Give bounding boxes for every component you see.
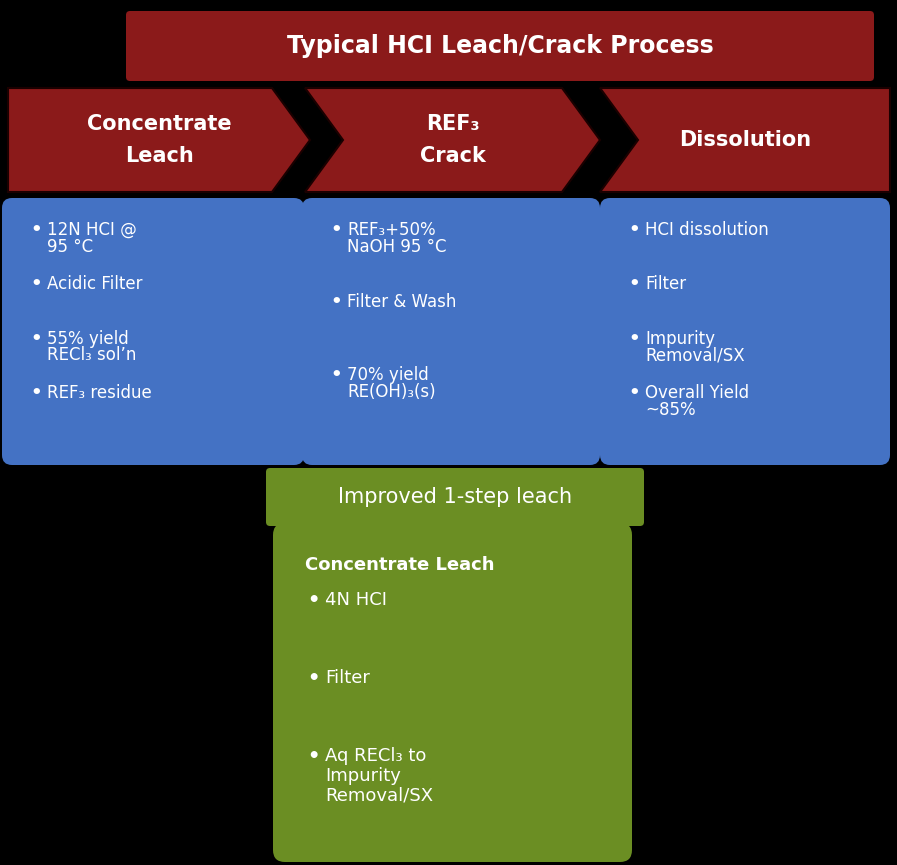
Text: Leach: Leach (125, 146, 194, 166)
Text: •: • (330, 221, 342, 239)
Text: Filter: Filter (325, 669, 370, 687)
Text: REF₃+50%: REF₃+50% (347, 221, 436, 239)
FancyBboxPatch shape (2, 198, 304, 465)
Text: Removal/SX: Removal/SX (645, 347, 745, 364)
FancyBboxPatch shape (302, 198, 600, 465)
Text: NaOH 95 °C: NaOH 95 °C (347, 238, 447, 256)
Text: REF₃: REF₃ (426, 114, 479, 134)
Text: Concentrate: Concentrate (87, 114, 231, 134)
Text: Aq RECl₃ to: Aq RECl₃ to (325, 747, 426, 765)
Text: Typical HCI Leach/Crack Process: Typical HCI Leach/Crack Process (287, 34, 713, 58)
Text: RECl₃ sol’n: RECl₃ sol’n (47, 347, 136, 364)
Polygon shape (305, 88, 600, 192)
Text: •: • (30, 275, 41, 293)
Text: 70% yield: 70% yield (347, 366, 434, 384)
Text: •: • (628, 384, 640, 401)
Text: Filter: Filter (645, 275, 686, 293)
FancyBboxPatch shape (273, 523, 632, 862)
Text: Removal/SX: Removal/SX (325, 787, 433, 805)
Text: Impurity: Impurity (645, 330, 715, 348)
Text: •: • (307, 746, 319, 766)
Text: 95 °C: 95 °C (47, 238, 93, 256)
Text: Overall Yield: Overall Yield (645, 384, 749, 401)
Text: •: • (30, 330, 41, 348)
Text: •: • (30, 221, 41, 239)
Text: 55% yield: 55% yield (47, 330, 134, 348)
Text: •: • (628, 330, 640, 348)
Text: RE(OH)₃(s): RE(OH)₃(s) (347, 382, 436, 400)
Text: Filter & Wash: Filter & Wash (347, 293, 457, 311)
FancyBboxPatch shape (600, 198, 890, 465)
Text: Concentrate Leach: Concentrate Leach (305, 556, 494, 574)
Text: Acidic Filter: Acidic Filter (47, 275, 143, 293)
Text: REF₃ residue: REF₃ residue (47, 384, 152, 401)
FancyBboxPatch shape (126, 11, 874, 81)
Text: HCI dissolution: HCI dissolution (645, 221, 769, 239)
Text: •: • (330, 366, 342, 384)
Text: Improved 1-step leach: Improved 1-step leach (338, 487, 572, 507)
Text: Dissolution: Dissolution (679, 130, 811, 150)
Text: •: • (30, 384, 41, 401)
Text: •: • (628, 275, 640, 293)
Text: •: • (307, 591, 319, 610)
Polygon shape (8, 88, 310, 192)
Text: Crack: Crack (420, 146, 485, 166)
Text: 12N HCI @: 12N HCI @ (47, 221, 142, 239)
Text: •: • (628, 221, 640, 239)
Text: Impurity: Impurity (325, 767, 401, 785)
Text: 4N HCI: 4N HCI (325, 591, 387, 609)
Text: •: • (330, 293, 342, 311)
Text: •: • (307, 669, 319, 688)
Text: ~85%: ~85% (645, 400, 696, 419)
FancyBboxPatch shape (266, 468, 644, 526)
Polygon shape (600, 88, 890, 192)
